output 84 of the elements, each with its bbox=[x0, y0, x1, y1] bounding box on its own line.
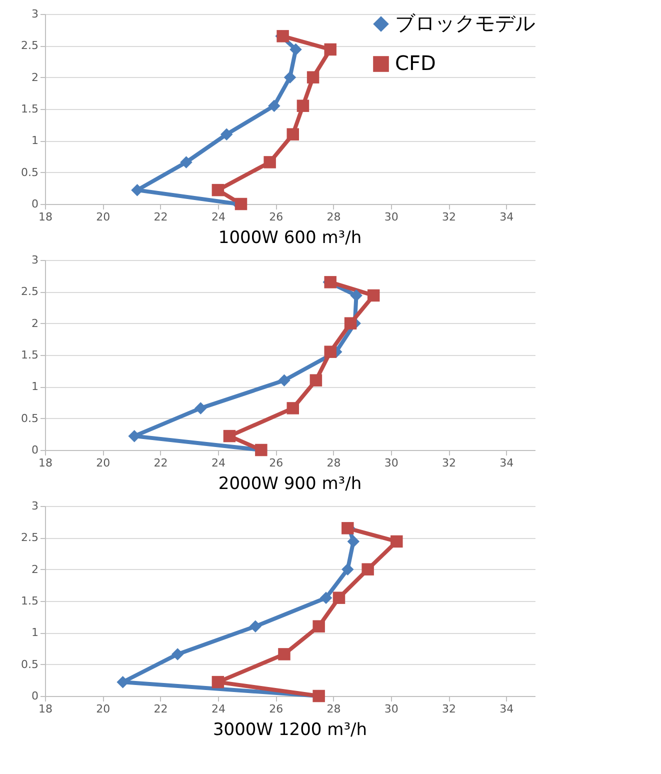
y-tick-label: 0.5 bbox=[21, 412, 38, 425]
point bbox=[324, 346, 336, 358]
y-tick-label: 3 bbox=[32, 500, 38, 512]
x-tick-label: 26 bbox=[269, 702, 284, 716]
x-tick-label: 18 bbox=[38, 702, 52, 716]
point bbox=[268, 100, 280, 112]
point bbox=[223, 430, 236, 442]
x-tick-label: 26 bbox=[269, 210, 284, 224]
point bbox=[194, 402, 207, 414]
point bbox=[324, 43, 336, 56]
point bbox=[220, 128, 233, 140]
y-tick-label: 1 bbox=[32, 626, 38, 640]
point bbox=[212, 676, 224, 688]
point bbox=[342, 563, 354, 576]
x-tick-label: 22 bbox=[154, 702, 168, 716]
y-tick-label: 2.5 bbox=[21, 531, 38, 544]
x-tick-label: 34 bbox=[500, 702, 514, 716]
x-tick-label: 26 bbox=[269, 456, 284, 470]
x-tick-label: 28 bbox=[326, 702, 341, 716]
x-tick-label: 24 bbox=[211, 456, 226, 470]
y-tick-label: 1.5 bbox=[21, 348, 38, 362]
y-tick-label: 3 bbox=[32, 254, 38, 266]
y-tick-label: 2.5 bbox=[21, 285, 38, 298]
y-tick-label: 3 bbox=[32, 8, 38, 20]
point bbox=[249, 620, 262, 632]
x-tick-label: 20 bbox=[96, 702, 110, 716]
y-tick-label: 0 bbox=[32, 444, 38, 456]
legend-label: CFD bbox=[395, 51, 436, 75]
y-tick-label: 1.5 bbox=[21, 594, 38, 608]
y-tick-label: 1 bbox=[32, 134, 38, 148]
point bbox=[286, 128, 300, 140]
x-tick-label: 22 bbox=[154, 210, 168, 224]
x-tick-label: 32 bbox=[442, 702, 456, 716]
point bbox=[180, 156, 192, 168]
text: 3000W 1200 m³/h bbox=[212, 720, 368, 740]
point bbox=[306, 71, 320, 84]
legend-label: ブロックモデル bbox=[395, 11, 535, 35]
point bbox=[234, 198, 248, 210]
x-tick-label: 22 bbox=[154, 456, 168, 470]
y-tick-label: 1 bbox=[32, 380, 38, 394]
x-tick-label: 30 bbox=[384, 210, 398, 224]
point bbox=[290, 43, 302, 56]
point bbox=[286, 402, 300, 414]
point bbox=[278, 648, 290, 660]
x-tick-label: 28 bbox=[326, 210, 341, 224]
point bbox=[367, 289, 380, 302]
x-tick-label: 18 bbox=[38, 456, 52, 470]
y-tick-label: 0 bbox=[32, 198, 38, 210]
y-tick-label: 2 bbox=[32, 316, 38, 330]
point bbox=[278, 374, 290, 386]
x-tick-label: 20 bbox=[96, 210, 110, 224]
point bbox=[344, 317, 357, 330]
text: 2000W 900 m³/h bbox=[218, 474, 362, 494]
y-tick-label: 0.5 bbox=[21, 658, 38, 671]
y-tick-label: 2.5 bbox=[21, 39, 38, 52]
y-tick-label: 1.5 bbox=[21, 102, 38, 116]
point bbox=[347, 535, 360, 548]
x-tick-label: 24 bbox=[211, 702, 226, 716]
point bbox=[320, 592, 332, 604]
point bbox=[171, 648, 184, 660]
x-tick-label: 20 bbox=[96, 456, 110, 470]
x-tick-label: 24 bbox=[211, 210, 226, 224]
x-tick-label: 34 bbox=[500, 210, 514, 224]
x-tick-label: 30 bbox=[384, 702, 398, 716]
point bbox=[284, 71, 296, 84]
point bbox=[362, 563, 374, 576]
x-tick-label: 18 bbox=[38, 210, 52, 224]
x-tick-label: 32 bbox=[442, 456, 456, 470]
text: 1000W 600 m³/h bbox=[218, 228, 362, 248]
point bbox=[312, 620, 325, 632]
point bbox=[296, 100, 310, 112]
point bbox=[390, 535, 403, 548]
y-tick-label: 0 bbox=[32, 690, 38, 702]
y-tick-label: 2 bbox=[32, 70, 38, 84]
point bbox=[212, 184, 224, 196]
x-tick-label: 34 bbox=[500, 456, 514, 470]
x-tick-label: 32 bbox=[442, 210, 456, 224]
x-tick-label: 28 bbox=[326, 456, 341, 470]
point bbox=[332, 592, 346, 604]
x-tick-label: 30 bbox=[384, 456, 398, 470]
point bbox=[264, 156, 276, 168]
point bbox=[310, 374, 322, 386]
y-tick-label: 2 bbox=[32, 562, 38, 576]
y-tick-label: 0.5 bbox=[21, 166, 38, 179]
